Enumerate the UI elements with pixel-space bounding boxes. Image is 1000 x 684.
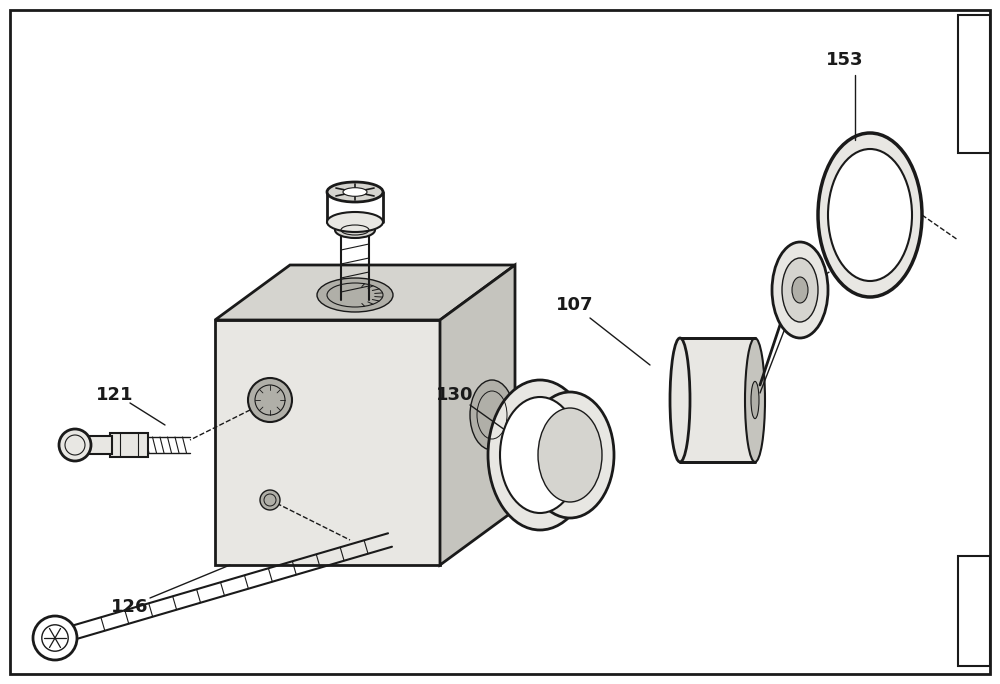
Ellipse shape xyxy=(500,397,580,513)
Bar xyxy=(680,338,755,462)
Circle shape xyxy=(33,616,77,660)
Ellipse shape xyxy=(828,149,912,281)
Polygon shape xyxy=(440,265,515,565)
Ellipse shape xyxy=(260,490,280,510)
Bar xyxy=(85,436,112,454)
Text: 121: 121 xyxy=(96,386,134,404)
Polygon shape xyxy=(215,265,515,320)
Ellipse shape xyxy=(818,133,922,297)
Ellipse shape xyxy=(59,429,91,461)
Polygon shape xyxy=(215,320,440,565)
Ellipse shape xyxy=(248,378,292,422)
Bar xyxy=(958,15,990,153)
Ellipse shape xyxy=(782,258,818,322)
Ellipse shape xyxy=(751,382,759,419)
Ellipse shape xyxy=(792,277,808,303)
Ellipse shape xyxy=(745,338,765,462)
Ellipse shape xyxy=(785,300,801,328)
Ellipse shape xyxy=(470,380,514,450)
Ellipse shape xyxy=(327,182,383,202)
Ellipse shape xyxy=(526,392,614,518)
Text: 107: 107 xyxy=(556,296,594,314)
Text: 130: 130 xyxy=(436,386,474,404)
Ellipse shape xyxy=(335,222,375,238)
Ellipse shape xyxy=(670,338,690,462)
Text: 153: 153 xyxy=(826,51,864,69)
Ellipse shape xyxy=(317,278,393,312)
Ellipse shape xyxy=(772,242,828,338)
Text: 126: 126 xyxy=(111,598,149,616)
Ellipse shape xyxy=(327,212,383,232)
Ellipse shape xyxy=(538,408,602,502)
Ellipse shape xyxy=(488,380,592,530)
Ellipse shape xyxy=(343,187,367,196)
Bar xyxy=(958,556,990,666)
Polygon shape xyxy=(110,433,148,457)
